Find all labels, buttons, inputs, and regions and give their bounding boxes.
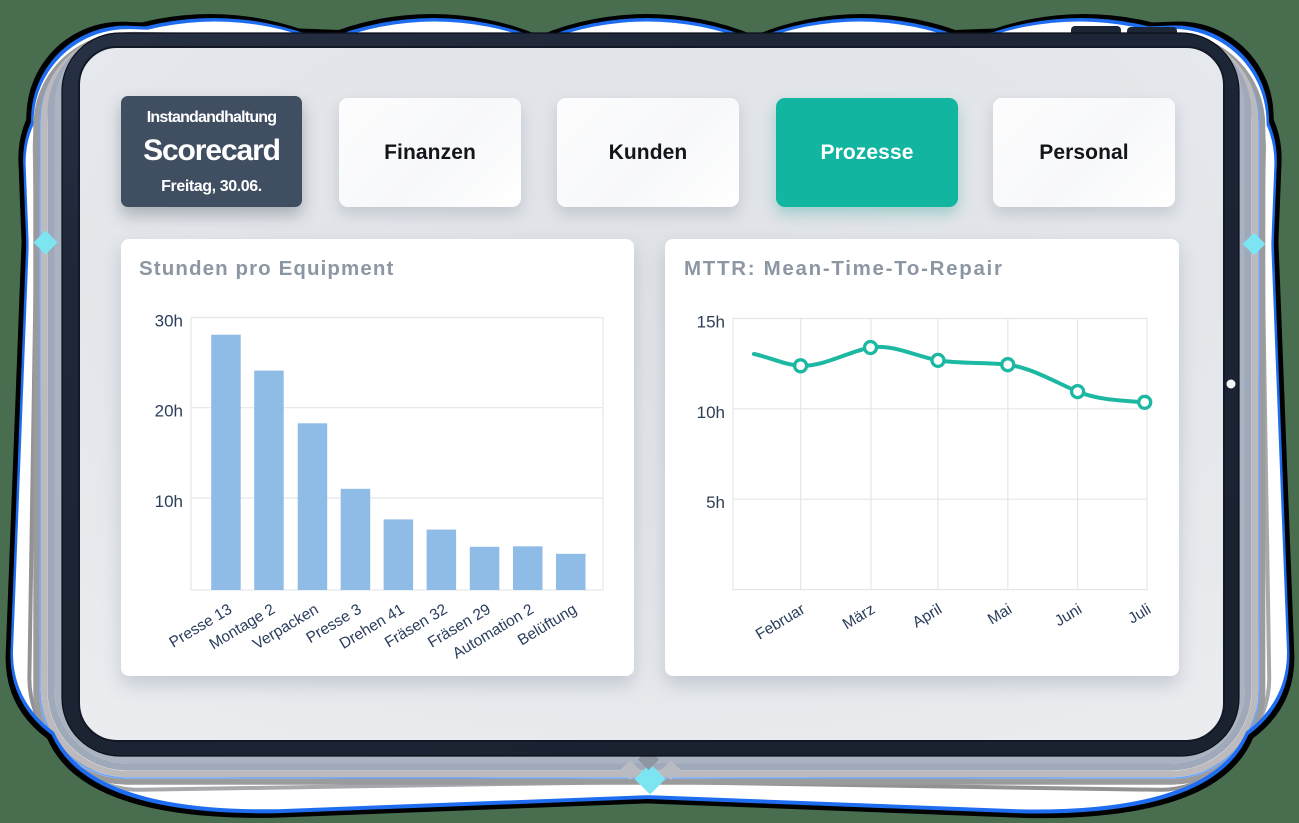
svg-text:15h: 15h — [697, 313, 725, 332]
svg-text:5h: 5h — [706, 493, 725, 512]
svg-text:Juni: Juni — [1052, 601, 1085, 630]
svg-text:10h: 10h — [697, 403, 725, 422]
svg-text:10h: 10h — [155, 492, 183, 511]
svg-text:Juli: Juli — [1125, 601, 1154, 628]
svg-text:Mai: Mai — [985, 601, 1015, 628]
svg-text:April: April — [910, 601, 945, 632]
svg-text:30h: 30h — [155, 312, 183, 331]
svg-text:März: März — [840, 601, 878, 633]
svg-text:Stunden pro Equipment: Stunden pro Equipment — [139, 257, 394, 280]
svg-text:Februar: Februar — [753, 601, 808, 644]
svg-text:20h: 20h — [155, 402, 183, 421]
svg-text:MTTR: Mean-Time-To-Repair: MTTR: Mean-Time-To-Repair — [684, 257, 1004, 280]
